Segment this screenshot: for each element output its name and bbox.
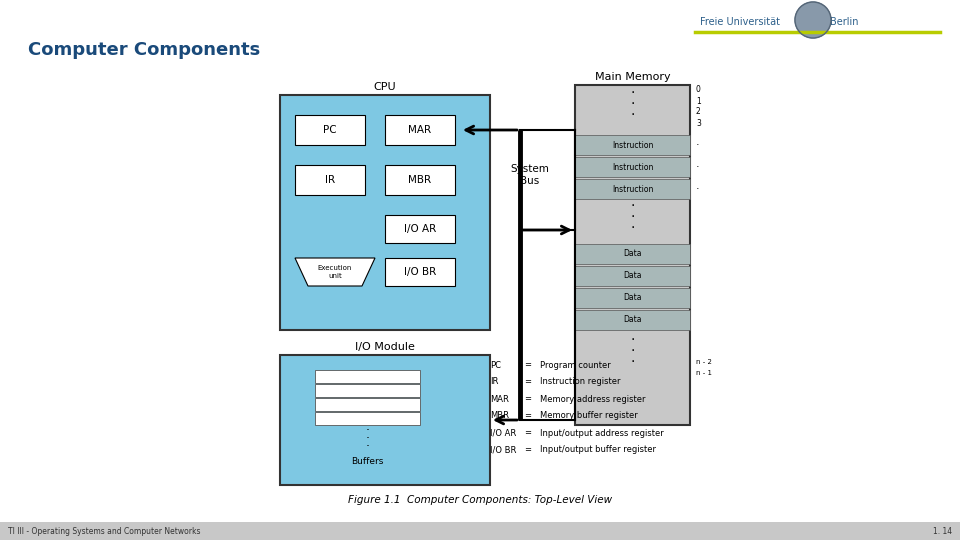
Text: ·: ·: [631, 344, 635, 358]
Bar: [575, 179, 690, 199]
Text: Figure 1.1  Computer Components: Top-Level View: Figure 1.1 Computer Components: Top-Leve…: [348, 495, 612, 505]
Text: Computer Components: Computer Components: [28, 41, 260, 59]
Bar: [575, 288, 690, 308]
Text: CPU: CPU: [373, 82, 396, 92]
Text: Input/output address register: Input/output address register: [540, 429, 663, 437]
Bar: [385, 215, 455, 243]
Text: ·: ·: [631, 333, 635, 347]
Text: PC: PC: [324, 125, 337, 135]
Text: IR: IR: [490, 377, 498, 387]
Bar: [315, 412, 420, 425]
Bar: [0, 522, 960, 540]
Text: =: =: [524, 429, 532, 437]
Polygon shape: [295, 258, 375, 286]
Bar: [385, 258, 455, 286]
Bar: [280, 355, 490, 485]
Bar: [385, 165, 455, 195]
Text: System
Bus: System Bus: [511, 164, 549, 186]
Text: n - 2: n - 2: [696, 359, 712, 365]
Text: IR: IR: [324, 175, 335, 185]
Text: Instruction: Instruction: [612, 140, 653, 150]
Text: MAR: MAR: [408, 125, 432, 135]
Bar: [575, 135, 690, 155]
Text: Memory address register: Memory address register: [540, 395, 645, 403]
Bar: [315, 384, 420, 397]
Text: =: =: [524, 377, 532, 387]
Text: Instruction: Instruction: [612, 185, 653, 193]
Text: Data: Data: [623, 249, 641, 259]
Text: n - 1: n - 1: [696, 370, 712, 376]
Text: 0: 0: [696, 85, 701, 94]
Bar: [575, 85, 690, 425]
Text: I/O AR: I/O AR: [404, 224, 436, 234]
Text: MBR: MBR: [408, 175, 432, 185]
Text: Input/output buffer register: Input/output buffer register: [540, 446, 656, 455]
Text: ·: ·: [631, 355, 635, 369]
Bar: [295, 165, 365, 195]
Text: Berlin: Berlin: [830, 17, 858, 27]
Text: 1. 14: 1. 14: [933, 526, 952, 536]
Text: I/O BR: I/O BR: [490, 446, 516, 455]
Bar: [575, 157, 690, 177]
Text: =: =: [524, 395, 532, 403]
Text: 3: 3: [696, 118, 701, 127]
Text: =: =: [524, 361, 532, 369]
Text: ·: ·: [366, 424, 370, 437]
Text: I/O BR: I/O BR: [404, 267, 436, 277]
Text: ·: ·: [696, 140, 700, 150]
Text: I/O Module: I/O Module: [355, 342, 415, 352]
Text: Memory buffer register: Memory buffer register: [540, 411, 637, 421]
Text: ·: ·: [631, 108, 635, 122]
Text: =: =: [524, 411, 532, 421]
Text: ·: ·: [366, 433, 370, 446]
Text: 1: 1: [696, 97, 701, 105]
Bar: [385, 115, 455, 145]
Text: ·: ·: [631, 97, 635, 111]
Text: MAR: MAR: [490, 395, 509, 403]
Circle shape: [795, 2, 831, 38]
Bar: [280, 95, 490, 330]
Bar: [575, 244, 690, 264]
Text: MBR: MBR: [490, 411, 509, 421]
Text: Data: Data: [623, 294, 641, 302]
Text: Instruction register: Instruction register: [540, 377, 620, 387]
Text: Execution
unit: Execution unit: [318, 266, 352, 279]
Text: TI III - Operating Systems and Computer Networks: TI III - Operating Systems and Computer …: [8, 526, 201, 536]
Text: Data: Data: [623, 272, 641, 280]
Text: Main Memory: Main Memory: [594, 72, 670, 82]
Text: Instruction: Instruction: [612, 163, 653, 172]
Bar: [575, 266, 690, 286]
Text: ·: ·: [696, 184, 700, 194]
Text: ·: ·: [631, 221, 635, 235]
Bar: [315, 398, 420, 411]
Text: PC: PC: [490, 361, 501, 369]
Text: ·: ·: [696, 162, 700, 172]
Text: I/O AR: I/O AR: [490, 429, 516, 437]
Text: Data: Data: [623, 315, 641, 325]
Text: ·: ·: [366, 441, 370, 454]
Text: Program counter: Program counter: [540, 361, 611, 369]
Bar: [315, 370, 420, 383]
Text: ·: ·: [631, 210, 635, 224]
Bar: [575, 310, 690, 330]
Text: =: =: [524, 446, 532, 455]
Text: Buffers: Buffers: [351, 456, 384, 465]
Text: 2: 2: [696, 107, 701, 117]
Text: ·: ·: [631, 86, 635, 100]
Bar: [295, 115, 365, 145]
Text: ·: ·: [631, 199, 635, 213]
Text: Freie Universität: Freie Universität: [700, 17, 780, 27]
